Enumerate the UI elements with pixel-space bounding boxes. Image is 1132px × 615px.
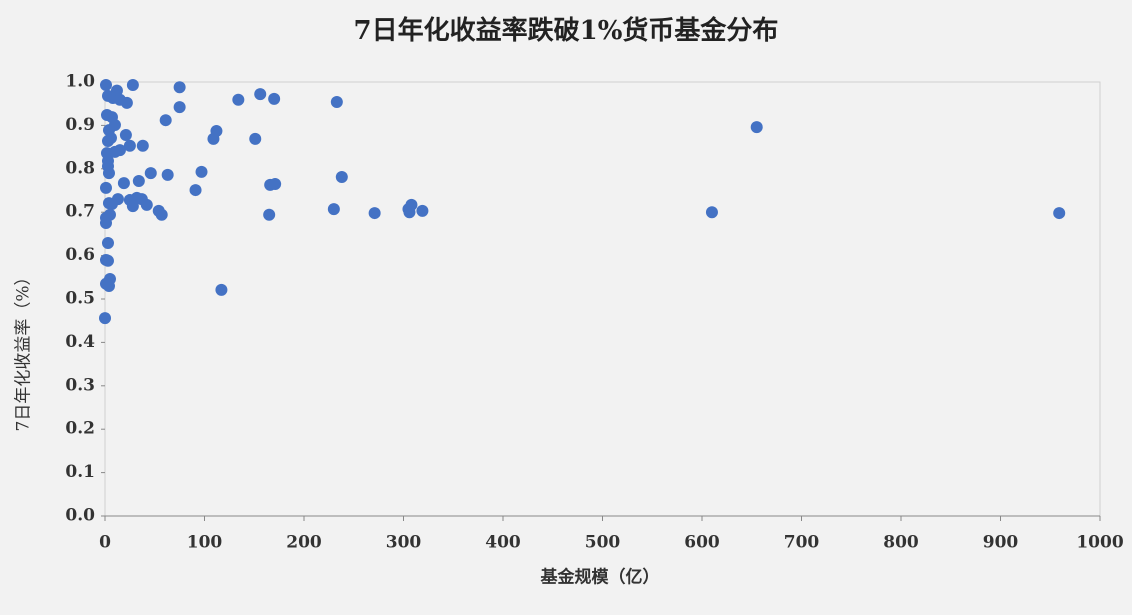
point — [268, 92, 281, 105]
point — [119, 128, 132, 141]
point — [416, 204, 429, 217]
point — [173, 81, 186, 94]
y-tick-label: 1.0 — [65, 72, 95, 92]
point — [144, 167, 157, 180]
point — [232, 93, 245, 106]
x-tick-label: 1000 — [1076, 533, 1123, 553]
x-tick-label: 600 — [684, 533, 720, 553]
point — [263, 208, 276, 221]
point — [101, 254, 114, 267]
point — [215, 283, 228, 296]
x-tick-label: 400 — [485, 533, 521, 553]
y-tick-label: 0.3 — [65, 375, 95, 395]
point — [140, 198, 153, 211]
y-tick-label: 0.9 — [65, 115, 95, 135]
point — [403, 206, 416, 219]
y-tick-label: 0.4 — [65, 332, 95, 352]
y-axis-label: 7日年化收益率（%） — [14, 269, 34, 432]
point — [335, 171, 348, 184]
point — [155, 208, 168, 221]
plot-area — [104, 81, 1101, 517]
y-tick-label: 0.2 — [65, 419, 95, 439]
point — [207, 132, 220, 145]
y-tick-label: 0.6 — [65, 245, 95, 265]
chart-title: 7日年化收益率跌破1%货币基金分布 — [354, 15, 779, 46]
point — [102, 279, 115, 292]
point — [249, 132, 262, 145]
point — [132, 174, 145, 187]
y-tick-label: 0.1 — [65, 462, 95, 482]
point — [705, 206, 718, 219]
x-tick-label: 300 — [386, 533, 422, 553]
y-tick-label: 0.0 — [65, 506, 95, 526]
point — [269, 177, 282, 190]
point — [99, 217, 112, 230]
point — [102, 167, 115, 180]
point — [750, 121, 763, 134]
point — [126, 79, 139, 92]
y-tick-label: 0.8 — [65, 158, 95, 178]
point — [254, 88, 267, 101]
x-tick-label: 200 — [286, 533, 322, 553]
point — [159, 114, 172, 127]
point — [195, 165, 208, 178]
point — [330, 95, 343, 108]
point — [161, 168, 174, 181]
x-tick-label: 800 — [883, 533, 919, 553]
x-tick-label: 700 — [784, 533, 820, 553]
y-tick-label: 0.5 — [65, 289, 95, 309]
point — [136, 139, 149, 152]
point — [120, 96, 133, 109]
x-tick-label: 100 — [187, 533, 223, 553]
point — [189, 184, 202, 197]
point — [99, 312, 111, 325]
point — [101, 237, 114, 250]
point — [123, 139, 136, 152]
point — [104, 131, 117, 144]
point — [327, 203, 340, 216]
point — [126, 200, 139, 213]
point — [368, 207, 381, 220]
x-tick-label: 900 — [983, 533, 1019, 553]
x-tick-label: 0 — [99, 533, 111, 553]
point — [173, 101, 186, 114]
point — [99, 181, 112, 194]
x-axis-label: 基金规模（亿） — [540, 567, 660, 588]
point — [99, 79, 112, 92]
y-tick-label: 0.7 — [65, 202, 95, 222]
point — [105, 197, 118, 210]
point — [117, 177, 130, 190]
x-tick-label: 500 — [585, 533, 621, 553]
point — [1053, 207, 1066, 220]
